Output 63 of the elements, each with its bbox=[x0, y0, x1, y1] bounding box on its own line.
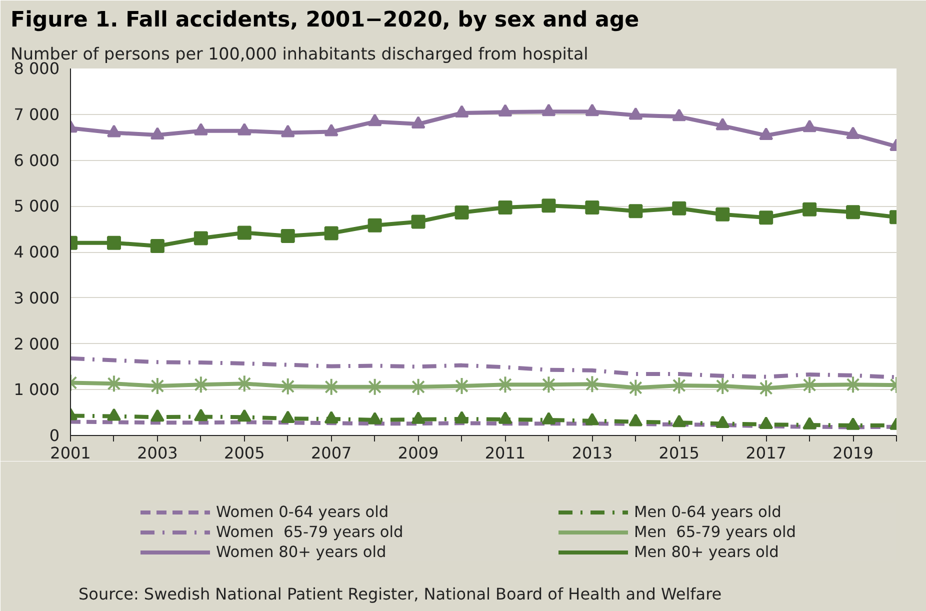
point bbox=[672, 201, 686, 216]
point bbox=[542, 198, 556, 213]
point bbox=[150, 127, 164, 140]
y-tick-label: 3 000 bbox=[14, 288, 60, 308]
point bbox=[628, 107, 643, 120]
point bbox=[194, 122, 208, 136]
y-tick-label: 0 bbox=[49, 426, 60, 445]
point bbox=[846, 126, 860, 140]
legend-label: Men 80+ years old bbox=[634, 543, 780, 561]
point bbox=[716, 118, 730, 130]
x-tick-label: 2003 bbox=[137, 444, 178, 462]
y-tick-label: 5 000 bbox=[14, 196, 60, 216]
point bbox=[585, 104, 600, 116]
point bbox=[237, 122, 252, 136]
point bbox=[368, 218, 382, 232]
point bbox=[498, 104, 512, 117]
point bbox=[150, 239, 164, 254]
point bbox=[672, 108, 686, 122]
legend-label: Women 80+ years old bbox=[216, 543, 388, 561]
y-tick-label: 7 000 bbox=[14, 104, 60, 124]
x-tick-label: 2015 bbox=[658, 444, 700, 462]
x-tick-label: 2013 bbox=[572, 444, 613, 462]
x-tick-label: 2011 bbox=[484, 444, 526, 462]
chart-title: Figure 1. Fall accidents, 2001−2020, by sex and age bbox=[10, 8, 640, 32]
point bbox=[585, 200, 600, 214]
legend-label: Women 0-64 years old bbox=[216, 503, 390, 521]
point bbox=[454, 105, 469, 118]
point bbox=[411, 116, 426, 128]
line-series bbox=[70, 356, 896, 380]
point bbox=[106, 236, 121, 250]
point bbox=[411, 214, 426, 229]
y-tick-label: 4 000 bbox=[14, 242, 60, 262]
y-tick-label: 6 000 bbox=[14, 150, 60, 170]
legend-label: Men 0-64 years old bbox=[634, 503, 782, 521]
point bbox=[324, 226, 338, 240]
point bbox=[846, 205, 860, 220]
x-tick-label: 2005 bbox=[224, 444, 265, 462]
y-tick-label: 1 000 bbox=[14, 380, 60, 400]
point bbox=[628, 204, 643, 218]
point bbox=[194, 231, 208, 246]
x-tick-label: 2019 bbox=[832, 444, 874, 462]
point bbox=[802, 202, 817, 216]
x-tick-label: 2007 bbox=[310, 444, 352, 462]
point bbox=[237, 226, 252, 240]
point bbox=[759, 128, 774, 140]
x-tick-label: 2017 bbox=[746, 444, 786, 462]
point bbox=[498, 200, 512, 214]
point bbox=[280, 124, 295, 138]
point bbox=[542, 104, 556, 116]
point bbox=[802, 120, 817, 132]
point bbox=[280, 228, 295, 243]
source-note: Source: Swedish National Patient Register, National Board of Health and Welfare bbox=[78, 584, 722, 604]
point bbox=[368, 114, 382, 126]
legend-label: Women 65-79 years old bbox=[216, 523, 404, 541]
point bbox=[106, 124, 121, 138]
point bbox=[324, 124, 338, 136]
point bbox=[454, 206, 469, 220]
y-tick-label: 2 000 bbox=[14, 334, 60, 354]
x-tick-label: 2001 bbox=[50, 444, 91, 462]
point bbox=[716, 207, 730, 222]
legend-label: Men 65-79 years old bbox=[634, 523, 797, 541]
point bbox=[759, 210, 774, 225]
x-tick-label: 2009 bbox=[398, 444, 439, 462]
